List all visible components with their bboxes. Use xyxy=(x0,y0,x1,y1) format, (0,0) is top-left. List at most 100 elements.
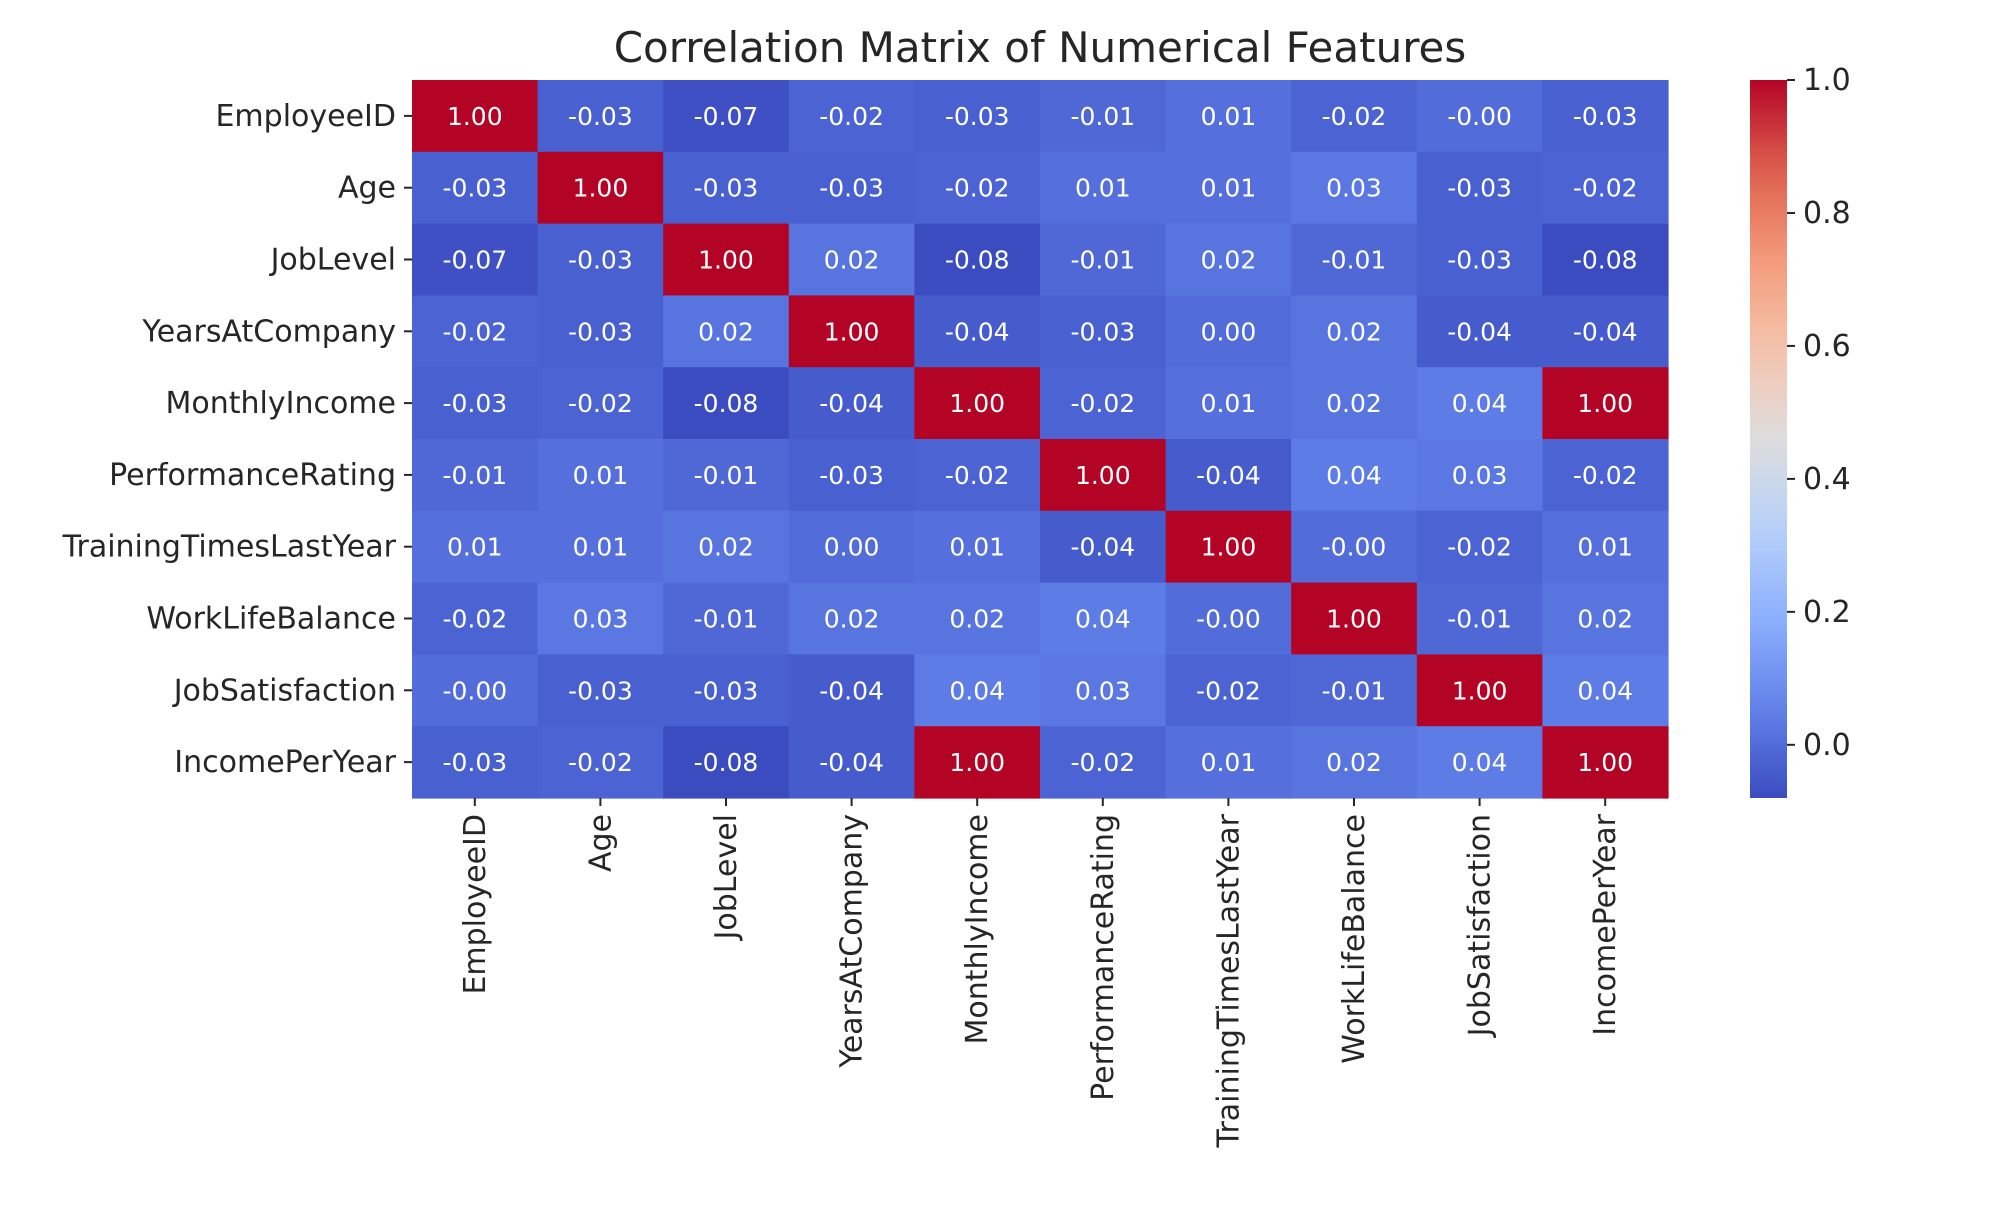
heatmap-cell xyxy=(1291,439,1418,512)
colorbar-gradient xyxy=(1750,80,1787,798)
heatmap-cell-value: 0.02 xyxy=(698,533,754,562)
heatmap-cell-value: 1.00 xyxy=(1452,676,1508,705)
heatmap-cell xyxy=(412,367,539,440)
heatmap-cell-value: 0.02 xyxy=(949,605,1005,634)
y-tick-label: YearsAtCompany xyxy=(141,314,396,349)
heatmap-cell xyxy=(788,367,915,440)
heatmap-cell xyxy=(1040,439,1167,512)
heatmap-cell xyxy=(1542,439,1669,512)
heatmap-cell xyxy=(1291,295,1418,368)
heatmap-cell xyxy=(1416,726,1543,799)
heatmap-cell-value: 1.00 xyxy=(1326,605,1382,634)
heatmap-cell-value: -0.03 xyxy=(568,676,633,705)
heatmap-cell-value: 0.04 xyxy=(1452,748,1508,777)
heatmap-cell xyxy=(412,439,539,512)
heatmap-cell-value: -0.02 xyxy=(442,605,507,634)
heatmap-cell xyxy=(537,582,664,655)
heatmap-cell xyxy=(1542,80,1669,153)
heatmap-cell-value: -0.04 xyxy=(1447,317,1512,346)
heatmap-cell xyxy=(914,295,1041,368)
heatmap-cell-value: 1.00 xyxy=(949,389,1005,418)
heatmap-cell-value: 0.02 xyxy=(1326,748,1382,777)
heatmap-cell xyxy=(663,367,790,440)
heatmap-cell-value: -0.00 xyxy=(1447,102,1512,131)
colorbar-tick-label: 1.0 xyxy=(1803,63,1851,98)
heatmap-cell xyxy=(1165,80,1292,153)
heatmap-cell-value: 1.00 xyxy=(447,102,503,131)
heatmap-cell-value: 0.04 xyxy=(1326,461,1382,490)
heatmap-cell xyxy=(1416,80,1543,153)
heatmap-cell xyxy=(1416,582,1543,655)
heatmap-cell-value: 0.00 xyxy=(1201,317,1257,346)
heatmap-cell-value: 0.02 xyxy=(824,605,880,634)
heatmap-cell xyxy=(663,223,790,296)
heatmap-cell-value: -0.02 xyxy=(568,389,633,418)
heatmap-cell xyxy=(537,439,664,512)
heatmap-cell xyxy=(1040,510,1167,584)
heatmap-cell xyxy=(1040,582,1167,655)
heatmap-cell xyxy=(1291,582,1418,655)
heatmap-cell xyxy=(914,80,1041,153)
y-tick-label: JobSatisfaction xyxy=(172,673,396,708)
heatmap-cell xyxy=(1165,223,1292,296)
heatmap-cell-value: 1.00 xyxy=(1075,461,1131,490)
heatmap-cell xyxy=(1291,510,1418,584)
heatmap-cell-value: -0.04 xyxy=(819,676,884,705)
heatmap-cell xyxy=(914,654,1041,727)
heatmap-cell xyxy=(412,80,539,153)
heatmap-cell xyxy=(1291,223,1418,296)
heatmap-cell-value: 0.01 xyxy=(1201,389,1257,418)
y-tick-label: PerformanceRating xyxy=(109,458,396,493)
heatmap-cell-value: -0.02 xyxy=(945,174,1010,203)
heatmap-cell-labels: 1.00 -0.03 -0.07 -0.02 -0.03 -0.01 0.01 -0.02 -0… xyxy=(442,102,1637,777)
heatmap-cell xyxy=(537,80,664,153)
heatmap-cell-value: 0.01 xyxy=(1201,174,1257,203)
heatmap-cell-value: -0.04 xyxy=(819,748,884,777)
colorbar-tick-label: 0.2 xyxy=(1803,595,1851,630)
y-tick-label: Age xyxy=(338,171,396,206)
heatmap-cell xyxy=(1040,80,1167,153)
heatmap-cell-value: -0.03 xyxy=(442,174,507,203)
heatmap-cell-value: -0.03 xyxy=(568,102,633,131)
heatmap-cell-value: -0.01 xyxy=(1070,102,1135,131)
heatmap-cell xyxy=(788,151,915,225)
heatmap-cell-value: -0.03 xyxy=(568,246,633,275)
heatmap-cell xyxy=(537,510,664,584)
heatmap-cell-value: -0.04 xyxy=(819,389,884,418)
heatmap-cell xyxy=(1165,582,1292,655)
heatmap-cell xyxy=(788,510,915,584)
heatmap-cell-value: 0.01 xyxy=(1201,748,1257,777)
heatmap-cell-value: -0.01 xyxy=(1322,676,1387,705)
x-tick-label: IncomePerYear xyxy=(1588,813,1623,1035)
heatmap-cell xyxy=(1165,510,1292,584)
heatmap-cell-value: 0.03 xyxy=(1326,174,1382,203)
heatmap-cell xyxy=(412,654,539,727)
y-tick-label: TrainingTimesLastYear xyxy=(62,530,397,565)
heatmap-cell xyxy=(537,726,664,799)
heatmap-cell-value: -0.02 xyxy=(1573,461,1638,490)
heatmap-cell xyxy=(412,223,539,296)
heatmap-cell xyxy=(1416,654,1543,727)
heatmap-cell-value: -0.01 xyxy=(1447,605,1512,634)
heatmap-cell-value: -0.04 xyxy=(945,317,1010,346)
heatmap-cell xyxy=(914,367,1041,440)
heatmap-cell-value: 1.00 xyxy=(949,748,1005,777)
heatmap-cell-value: 1.00 xyxy=(698,246,754,275)
heatmap-cell-value: -0.02 xyxy=(1573,174,1638,203)
heatmap-cell-value: -0.03 xyxy=(694,174,759,203)
heatmap-cell-value: -0.02 xyxy=(1196,676,1261,705)
heatmap-cell xyxy=(663,726,790,799)
heatmap-cell-value: 0.02 xyxy=(1577,605,1633,634)
heatmap-cell-value: -0.03 xyxy=(819,174,884,203)
heatmap-cell-value: -0.03 xyxy=(1070,317,1135,346)
y-tick-label: EmployeeID xyxy=(215,99,396,134)
heatmap-cell-value: 0.02 xyxy=(1326,389,1382,418)
heatmap-cell-value: 0.01 xyxy=(1075,174,1131,203)
heatmap-cell-value: 1.00 xyxy=(1577,748,1633,777)
heatmap-cell xyxy=(1040,367,1167,440)
heatmap-cell-value: -0.03 xyxy=(442,389,507,418)
heatmap-cell xyxy=(788,80,915,153)
heatmap-cell-value: -0.03 xyxy=(694,676,759,705)
heatmap-cell xyxy=(1416,510,1543,584)
heatmap-cell xyxy=(1040,151,1167,225)
